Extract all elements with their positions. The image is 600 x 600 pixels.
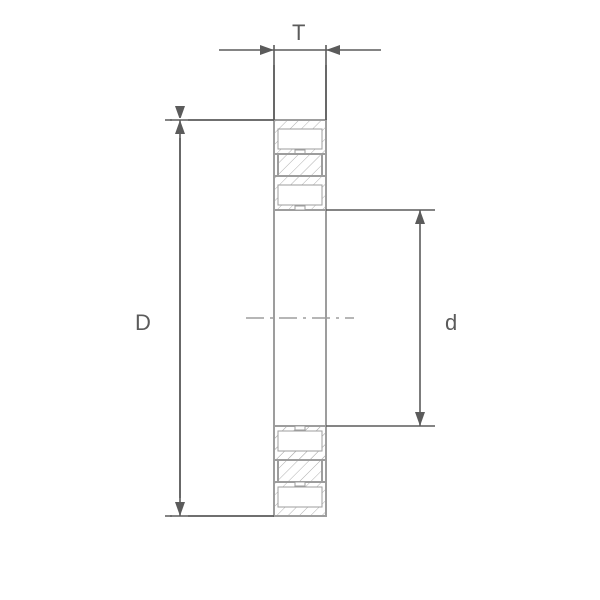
diagram-stage: T D d (0, 0, 600, 600)
dim-label-T: T (292, 20, 305, 46)
dim-label-D: D (135, 310, 151, 336)
dim-label-d: d (445, 310, 457, 336)
diagram-svg (0, 0, 600, 600)
